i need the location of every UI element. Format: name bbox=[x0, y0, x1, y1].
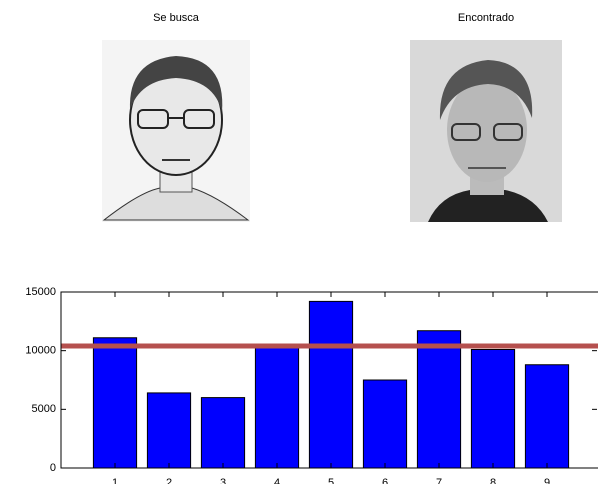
bar bbox=[525, 365, 568, 468]
bar bbox=[417, 331, 460, 468]
bar bbox=[309, 301, 352, 468]
x-tick-label: 1 bbox=[112, 477, 118, 484]
x-tick-label: 9 bbox=[544, 477, 550, 484]
image-title: Encontrado bbox=[458, 12, 514, 24]
y-tick-label: 5000 bbox=[32, 403, 56, 415]
bar bbox=[363, 380, 406, 468]
y-tick-label: 10000 bbox=[25, 345, 56, 357]
x-tick-label: 5 bbox=[328, 477, 334, 484]
bar bbox=[255, 347, 298, 468]
bar bbox=[93, 338, 136, 468]
x-tick-label: 6 bbox=[382, 477, 388, 484]
bar bbox=[471, 349, 514, 468]
page: Se busca Encontrado 0 5000 10000 15000 1 2 3 4 5… bbox=[0, 0, 598, 484]
x-tick-label: 2 bbox=[166, 477, 172, 484]
bar bbox=[147, 393, 190, 468]
y-tick-label: 0 bbox=[50, 462, 56, 474]
sketch-image bbox=[102, 40, 250, 222]
x-tick-label: 4 bbox=[274, 477, 280, 484]
x-tick-label: 7 bbox=[436, 477, 442, 484]
image-title: Se busca bbox=[153, 12, 200, 24]
photo-image bbox=[410, 40, 562, 222]
y-tick-label: 15000 bbox=[25, 286, 56, 298]
x-tick-label: 8 bbox=[490, 477, 496, 484]
bar bbox=[201, 398, 244, 468]
figure: Se busca Encontrado 0 5000 10000 15000 1 2 3 4 5… bbox=[0, 0, 598, 484]
x-tick-label: 3 bbox=[220, 477, 226, 484]
